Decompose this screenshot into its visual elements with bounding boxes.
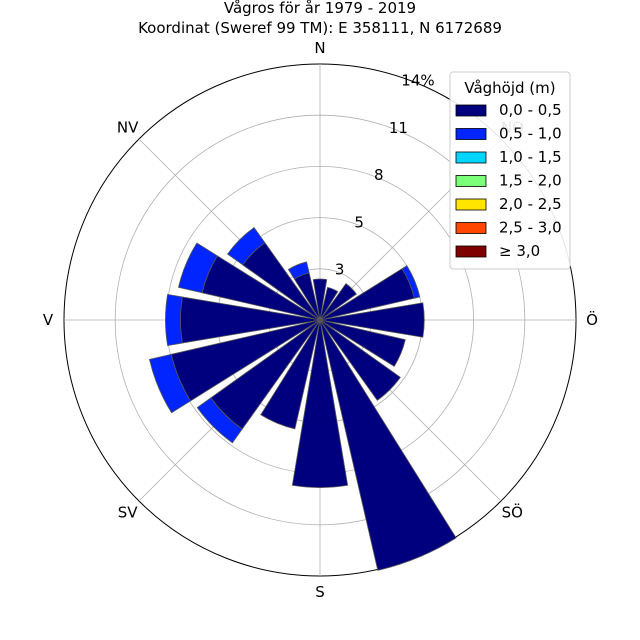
- rose-bar: [319, 286, 339, 321]
- rose-bar: [260, 319, 321, 430]
- rose-bar: [178, 242, 218, 294]
- direction-label: NV: [117, 119, 139, 137]
- radial-tick-labels: 3 5 8 11 14%: [335, 71, 435, 278]
- legend-label: ≥ 3,0: [499, 242, 540, 260]
- legend-swatch: [455, 104, 487, 117]
- legend-label: 2,5 - 3,0: [499, 219, 562, 237]
- legend: Våghöjd (m) 0,0 - 0,5 0,5 - 1,0 1,0 - 1,5 1…: [449, 71, 571, 270]
- rose-bar: [319, 319, 401, 401]
- rose-bar: [196, 397, 243, 444]
- rose-bar: [319, 319, 457, 571]
- rose-bar: [319, 302, 425, 338]
- rose-bar: [319, 283, 357, 321]
- rose-bar: [319, 319, 406, 367]
- legend-label: 0,5 - 1,0: [499, 125, 562, 143]
- legend-swatch: [455, 222, 487, 234]
- legend-box: [449, 71, 571, 270]
- rose-bar: [287, 261, 310, 280]
- radial-tick-label: 11: [389, 119, 408, 137]
- legend-label: 2,0 - 2,5: [499, 195, 562, 213]
- direction-label: SV: [118, 503, 139, 521]
- chart-subtitle: Koordinat (Sweref 99 TM): E 358111, N 61…: [138, 19, 502, 37]
- rose-bar: [226, 226, 266, 266]
- rose-bars: [148, 226, 457, 571]
- legend-swatch: [455, 151, 487, 164]
- direction-label: Ö: [586, 310, 598, 329]
- rose-bar: [312, 278, 328, 321]
- direction-label: V: [43, 311, 54, 329]
- direction-label: N: [314, 39, 325, 57]
- legend-swatch: [455, 245, 487, 258]
- legend-label: 0,0 - 0,5: [499, 101, 562, 119]
- rose-bar: [291, 319, 349, 488]
- legend-entries: 0,0 - 0,5 0,5 - 1,0 1,0 - 1,5 1,5 - 2,0 2,0 …: [455, 101, 562, 260]
- direction-label: S: [315, 583, 325, 601]
- rose-bar: [148, 353, 192, 414]
- legend-swatch: [455, 175, 487, 187]
- radial-tick-label: 14%: [401, 71, 434, 89]
- legend-swatch: [455, 128, 487, 140]
- direction-label: SÖ: [502, 502, 523, 521]
- legend-label: 1,0 - 1,5: [499, 148, 562, 166]
- radial-tick-label: 5: [354, 213, 364, 231]
- legend-swatch: [455, 198, 487, 211]
- radial-tick-label: 3: [335, 261, 345, 279]
- legend-label: 1,5 - 2,0: [499, 172, 562, 190]
- radial-tick-label: 8: [374, 166, 384, 184]
- chart-title: Vågros för år 1979 - 2019: [224, 0, 416, 17]
- rose-bar: [401, 265, 421, 299]
- legend-title: Våghöjd (m): [464, 79, 555, 97]
- rose-bar: [165, 294, 183, 346]
